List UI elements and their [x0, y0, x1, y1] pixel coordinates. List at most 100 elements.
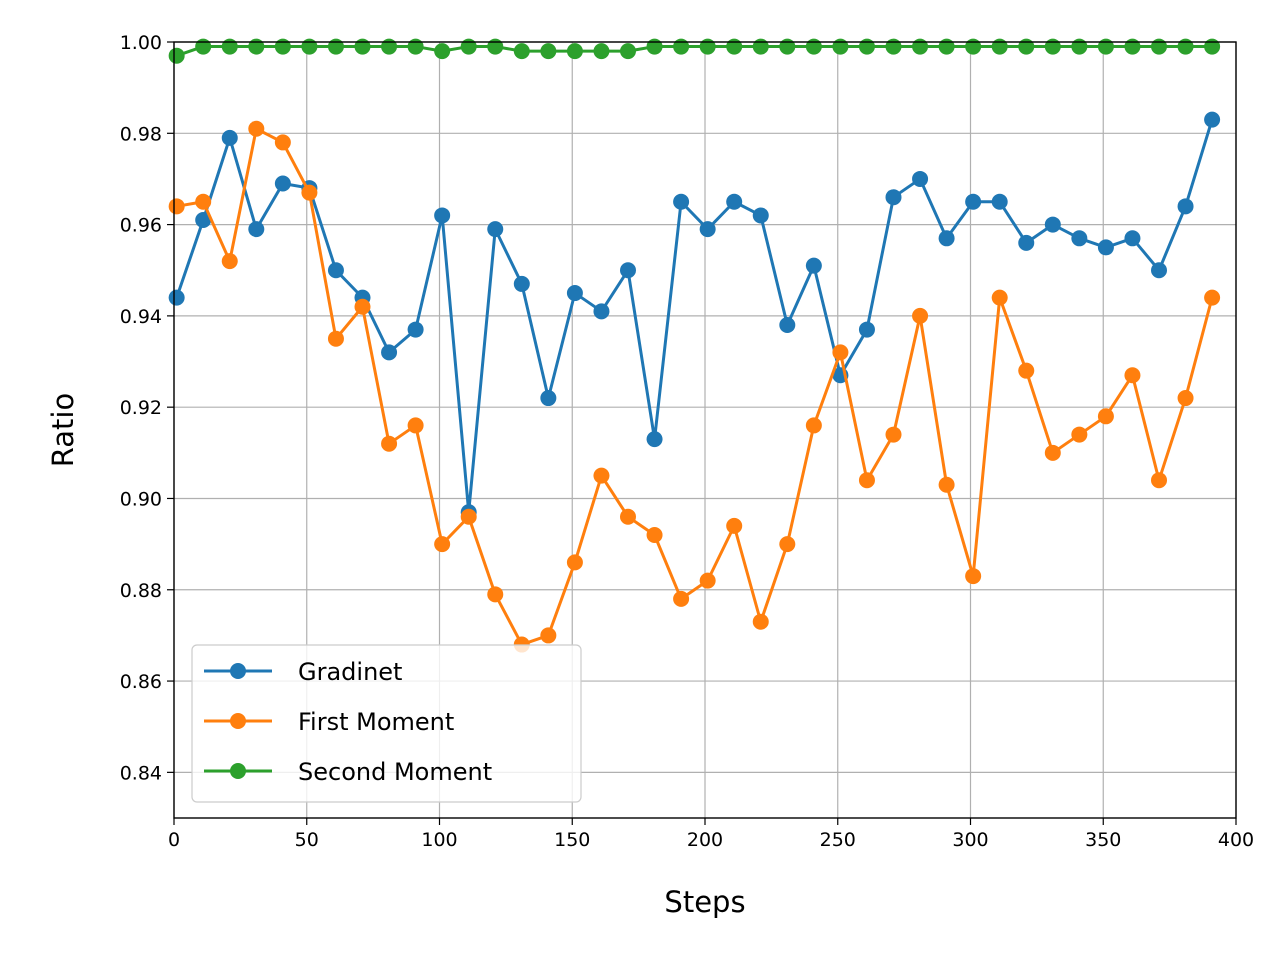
- data-point: [540, 627, 557, 644]
- data-point: [593, 303, 610, 320]
- data-point: [566, 285, 583, 302]
- data-point: [195, 38, 212, 55]
- ticks: 0 50 100 150 200 250 300 350 400 0.84 0.86 0.88 0.90…: [120, 32, 1254, 851]
- data-point: [540, 43, 557, 60]
- data-point: [938, 230, 955, 247]
- series-line: [176, 45, 1213, 58]
- data-point: [1124, 367, 1141, 384]
- data-point: [699, 38, 716, 55]
- data-point: [832, 38, 849, 55]
- data-point: [1177, 390, 1194, 407]
- data-point: [354, 298, 371, 315]
- data-point: [274, 175, 291, 192]
- y-tick-label: 0.90: [120, 488, 162, 510]
- data-point: [1097, 239, 1114, 256]
- data-point: [699, 221, 716, 238]
- data-point: [487, 586, 504, 603]
- data-point: [327, 330, 344, 347]
- legend-label: Second Moment: [298, 758, 492, 786]
- data-point: [301, 184, 318, 201]
- data-point: [991, 38, 1008, 55]
- data-point: [620, 508, 637, 525]
- data-point: [513, 43, 530, 60]
- data-point: [1204, 289, 1221, 306]
- data-point: [726, 38, 743, 55]
- data-point: [646, 431, 663, 448]
- y-tick-label: 0.98: [120, 123, 162, 145]
- data-point: [274, 134, 291, 151]
- series-line: [176, 127, 1214, 647]
- data-point: [1151, 472, 1168, 489]
- data-point: [805, 38, 822, 55]
- data-point: [327, 262, 344, 279]
- data-point: [487, 38, 504, 55]
- data-point: [1097, 38, 1114, 55]
- data-point: [805, 417, 822, 434]
- data-point: [407, 417, 424, 434]
- data-point: [327, 38, 344, 55]
- data-point: [1097, 408, 1114, 425]
- data-point: [805, 257, 822, 274]
- data-point: [221, 129, 238, 146]
- y-tick-label: 0.84: [120, 762, 162, 784]
- data-point: [699, 572, 716, 589]
- data-point: [566, 43, 583, 60]
- x-tick-label: 300: [952, 829, 988, 851]
- data-point: [460, 38, 477, 55]
- legend-item: Gradinet: [204, 658, 402, 686]
- y-tick-label: 1.00: [120, 32, 162, 54]
- data-point: [540, 390, 557, 407]
- legend-marker: [230, 763, 246, 779]
- legend-item: Second Moment: [204, 758, 492, 786]
- data-point: [1151, 38, 1168, 55]
- data-point: [752, 613, 769, 630]
- data-point: [673, 193, 690, 210]
- data-point: [1044, 38, 1061, 55]
- data-point: [1124, 230, 1141, 247]
- data-point: [620, 43, 637, 60]
- data-point: [1204, 38, 1221, 55]
- data-point: [646, 526, 663, 543]
- data-point: [1018, 362, 1035, 379]
- series-first-moment: [168, 120, 1221, 653]
- data-point: [274, 38, 291, 55]
- data-point: [434, 207, 451, 224]
- data-point: [1071, 38, 1088, 55]
- data-point: [1018, 234, 1035, 251]
- x-tick-label: 350: [1085, 829, 1121, 851]
- data-point: [593, 43, 610, 60]
- y-tick-label: 0.96: [120, 215, 162, 237]
- data-point: [381, 435, 398, 452]
- data-point: [381, 344, 398, 361]
- x-tick-label: 250: [820, 829, 856, 851]
- y-tick-label: 0.88: [120, 580, 162, 602]
- data-point: [195, 212, 212, 229]
- data-point: [832, 344, 849, 361]
- legend-marker: [230, 713, 246, 729]
- data-point: [673, 590, 690, 607]
- legend-item: First Moment: [204, 708, 454, 736]
- data-point: [1044, 444, 1061, 461]
- data-point: [991, 193, 1008, 210]
- legend-label: Gradinet: [298, 658, 402, 686]
- data-point: [1044, 216, 1061, 233]
- x-tick-label: 150: [554, 829, 590, 851]
- data-point: [381, 38, 398, 55]
- legend: Gradinet First Moment Second Moment: [191, 644, 582, 803]
- y-tick-label: 0.94: [120, 306, 162, 328]
- data-point: [1204, 111, 1221, 128]
- y-tick-label: 0.86: [120, 671, 162, 693]
- data-point: [938, 38, 955, 55]
- legend-box: [191, 644, 582, 803]
- x-tick-label: 50: [295, 829, 319, 851]
- data-point: [513, 275, 530, 292]
- data-point: [354, 38, 371, 55]
- data-point: [858, 321, 875, 338]
- data-point: [965, 568, 982, 585]
- data-point: [1018, 38, 1035, 55]
- y-tick-label: 0.92: [120, 397, 162, 419]
- data-point: [195, 193, 212, 210]
- data-point: [858, 38, 875, 55]
- series-line: [175, 119, 1214, 514]
